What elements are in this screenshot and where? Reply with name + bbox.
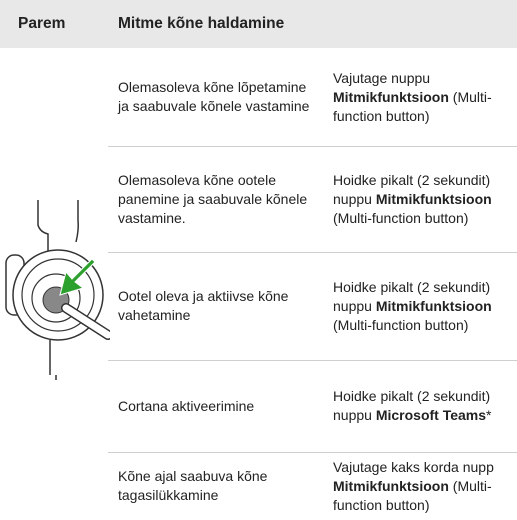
- action-text: Kõne ajal saabuva kõne tagasilükkamine: [118, 468, 268, 503]
- button-name: Microsoft Teams: [375, 407, 487, 423]
- action-cell: Ootel oleva ja aktiivse kõne vahetamine: [118, 252, 314, 360]
- instruction-cell: Hoidke pikalt (2 sekundit) nuppu Microso…: [333, 360, 513, 452]
- button-name: Mitmikfunktsioon: [333, 88, 449, 105]
- instruction-part: (Multi-function button): [333, 209, 469, 226]
- header-cell: Mitme kõne haldamine: [118, 15, 285, 32]
- row-separator: [108, 146, 517, 147]
- action-text: Ootel oleva ja aktiivse kõne vahetamine: [118, 288, 289, 323]
- action-text: Olemasoleva kõne lõpetamine ja saabuvale…: [118, 79, 310, 114]
- instruction-cell: Vajutage nuppu Mitmikfunktsioon (Multi-f…: [333, 48, 513, 146]
- instruction-part: Vajutage nuppu: [333, 69, 431, 86]
- instruction-part: Hoidke pikalt (2 sekundit) nuppu: [333, 171, 491, 207]
- instruction-part: *: [486, 407, 492, 423]
- instruction-part: Hoidke pikalt (2 sekundit) nuppu: [333, 388, 491, 423]
- row-separator: [108, 360, 517, 361]
- instruction-cell: Vajutage kaks korda nupp Mitmikfunktsioo…: [333, 452, 513, 520]
- instruction-text: Hoidke pikalt (2 sekundit) nuppu Microso…: [333, 387, 513, 425]
- instruction-part: (Multi-function button): [333, 477, 492, 513]
- action-cell: Kõne ajal saabuva kõne tagasilükkamine: [118, 452, 314, 520]
- headset-illustration: [5, 200, 110, 380]
- instruction-part: Vajutage kaks korda nupp: [333, 458, 494, 475]
- instruction-text: Hoidke pikalt (2 sekundit) nuppu Mitmikf…: [333, 171, 513, 228]
- action-text: Olemasoleva kõne ootele panemine ja saab…: [118, 171, 308, 226]
- instruction-text: Hoidke pikalt (2 sekundit) nuppu Mitmikf…: [333, 278, 513, 335]
- instruction-text: Vajutage nuppu Mitmikfunktsioon (Multi-f…: [333, 69, 513, 126]
- button-name: Mitmikfunktsioon: [375, 297, 492, 314]
- row-separator: [108, 452, 517, 453]
- instruction-part: (Multi-function button): [333, 88, 492, 124]
- header-row: [0, 0, 517, 48]
- row-separator: [108, 252, 517, 253]
- button-name: Mitmikfunktsioon: [333, 477, 449, 494]
- instruction-part: (Multi-function button): [333, 316, 469, 333]
- instruction-cell: Hoidke pikalt (2 sekundit) nuppu Mitmikf…: [333, 252, 513, 360]
- action-text: Cortana aktiveerimine: [118, 397, 255, 414]
- button-name: Mitmikfunktsioon: [375, 190, 492, 207]
- action-cell: Cortana aktiveerimine: [118, 360, 314, 452]
- instruction-text: Vajutage kaks korda nupp Mitmikfunktsioo…: [333, 458, 513, 515]
- instruction-cell: Hoidke pikalt (2 sekundit) nuppu Mitmikf…: [333, 146, 513, 252]
- header-cell: Parem: [18, 15, 66, 32]
- action-cell: Olemasoleva kõne lõpetamine ja saabuvale…: [118, 48, 314, 146]
- instruction-part: Hoidke pikalt (2 sekundit) nuppu: [333, 278, 491, 314]
- action-cell: Olemasoleva kõne ootele panemine ja saab…: [118, 146, 314, 252]
